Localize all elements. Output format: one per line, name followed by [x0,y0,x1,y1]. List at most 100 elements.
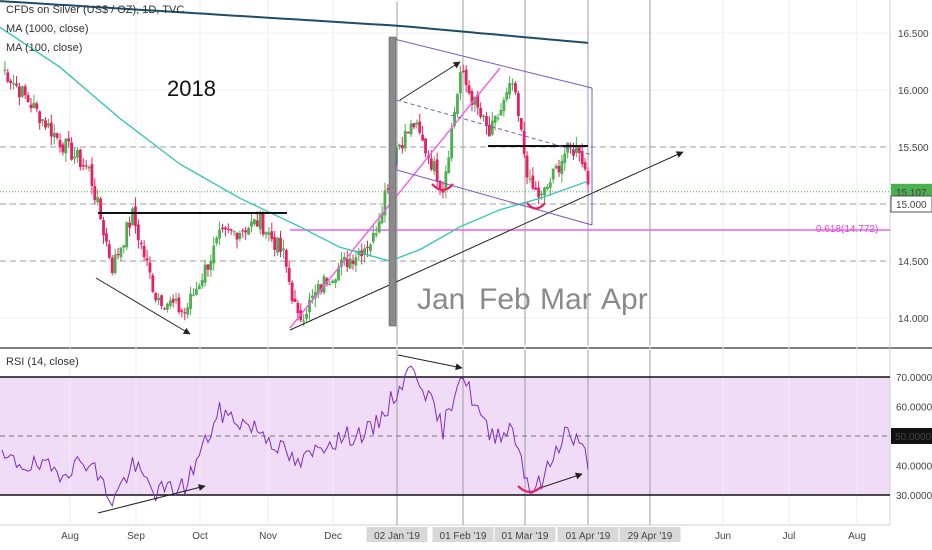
candle-body [531,175,535,189]
candle-body [44,120,47,128]
candle-body [511,83,514,85]
candle-body [252,219,256,225]
candle-body [67,138,71,142]
candle-body [96,197,100,203]
candle-body [226,228,230,231]
candle-body [534,187,538,190]
candle-body [49,122,53,137]
drawings [95,36,684,335]
candle-body [9,80,13,83]
candle-body [522,130,526,154]
candle-body [334,279,338,283]
candle-body [351,260,355,264]
current-price-text: 15.107 [896,188,927,199]
candle-body [241,230,245,232]
candle-body [134,206,137,226]
smile-arc-1 [431,183,454,192]
price-tick-label: 16.500 [898,29,929,40]
candle-body [473,96,477,105]
candle-body [6,72,10,82]
candle-body [386,188,390,190]
candle-body [545,186,549,190]
x-tick-label: Oct [192,531,208,542]
candle-body [194,288,198,295]
candle-body [354,257,358,266]
candle-body [377,221,381,233]
candle-body [247,227,250,235]
candle-body [122,245,126,248]
candle-body [218,229,221,239]
ma1000-line [0,0,589,44]
x-tick-label: 29 Apr '19 [628,531,673,542]
candle-body [281,248,285,251]
candle-body [429,158,433,170]
candle-body [131,208,134,226]
candle-body [32,102,36,108]
candle-body [64,138,68,154]
x-tick-label: Sep [127,531,145,542]
gray-bar [388,36,397,327]
price-tick-label: 15.500 [898,143,929,154]
candle-body [490,120,494,135]
candle-body [41,119,45,122]
candle-body [160,295,163,307]
candle-body [586,170,590,185]
candle-body [203,264,207,283]
candle-body [499,109,503,116]
x-tick-label: Aug [61,531,79,542]
candle-body [244,230,248,233]
candle-body [577,147,581,154]
rsi-tick-label: 70.0000 [896,373,932,384]
trend-arrow-main [289,151,684,331]
candle-body [73,156,76,159]
candle-body [165,303,169,310]
candle-body [171,298,175,303]
candle-body [528,178,532,180]
rsi-legend: RSI (14, close) [6,356,79,368]
candle-body [308,299,311,313]
rsi-50-badge [891,428,932,444]
candle-body [470,91,474,105]
candle-body [432,161,436,172]
candle-body [47,123,50,127]
candle-body [380,213,384,224]
candle-body [287,267,291,282]
candle-body [78,149,82,167]
candle-body [505,91,509,100]
candle-body [267,232,271,235]
candle-body [12,83,16,85]
candle-body [502,99,506,112]
candle-body [580,150,584,164]
rsi-arrow-aug [97,484,206,514]
x-tick-box [619,527,681,542]
candle-body [322,276,326,293]
candle-body [261,212,265,235]
candle-body [84,165,88,167]
x-tick-box [494,527,556,542]
fib-label: 0.618(14.772) [816,224,878,235]
candle-body [35,103,39,109]
candle-body [444,171,448,190]
candle-body [125,222,129,248]
candle-body [383,190,387,216]
ma100-legend: MA (100, close) [6,42,83,54]
candle-body [311,295,314,299]
chart-title: CFDs on Silver (US$ / OZ), 1D, TVC [6,4,185,16]
candle-body [296,302,300,314]
candle-body [238,232,242,239]
x-tick-box [432,527,494,542]
candle-body [458,72,462,94]
x-tick-label: 01 Mar '19 [502,531,549,542]
candle-body [415,122,419,125]
candle-body [163,308,166,310]
candle-body [183,312,187,314]
candle-body [482,115,485,118]
candle-body [113,254,117,273]
candle-body [105,233,108,242]
channel-mid [396,99,593,156]
candle-body [58,139,62,148]
candle-body [192,294,195,296]
price-axis: 16.500 16.000 15.500 15.000 14.500 14.000 15.1… [890,29,932,325]
x-tick-label: Jul [783,531,796,542]
